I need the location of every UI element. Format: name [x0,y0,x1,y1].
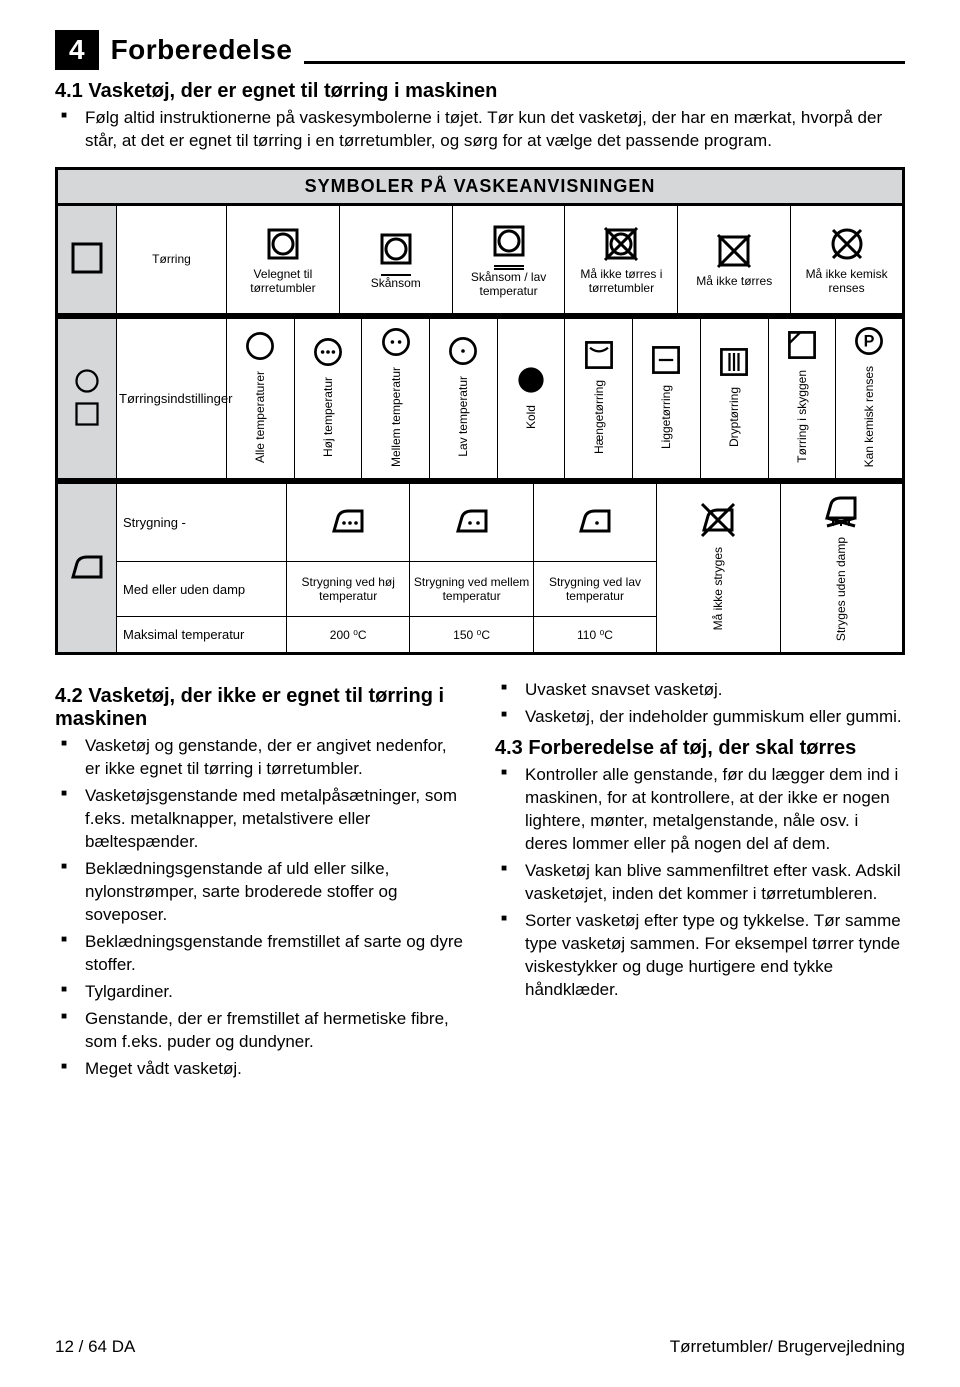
r1c4: Skånsom / lav temperatur [471,270,546,298]
r2v3: Mellem temperatur [389,363,403,471]
s42-li7: Meget vådt vasketøj. [55,1058,465,1081]
r1c2: Velegnet til tørretumbler [250,267,315,295]
section-4-2-right-list: Uvasket snavset vasketøj. Vasketøj, der … [495,679,905,729]
r2v9: Tørring i skyggen [795,366,809,467]
body-columns: 4.2 Vasketøj, der ikke er egnet til tørr… [55,677,905,1088]
r1c7: Må ikke kemisk renses [806,267,888,295]
r2v7: Liggetørring [659,381,673,453]
s42r-li2: Vasketøj, der indeholder gummiskum eller… [495,706,905,729]
drying-label: Tørring [117,204,227,314]
s42-li6: Genstande, der er fremstillet af hermeti… [55,1008,465,1054]
section-4-3-list: Kontroller alle genstande, før du lægger… [495,764,905,1001]
symbol-table-block: SYMBOLER PÅ VASKEANVISNINGEN Tørring Vel… [55,167,905,655]
footer-left: 12 / 64 DA [55,1337,135,1357]
s42r-li1: Uvasket snavset vasketøj. [495,679,905,702]
s43-li2: Vasketøj kan blive sammenfiltret efter v… [495,860,905,906]
symbol-row-settings: Tørringsindstillinger Alle temperaturer … [55,316,905,481]
r2v6: Hængetørring [592,376,606,458]
r3c2a: Strygning ved mellem temperatur [410,562,533,617]
s43-li3: Sorter vasketøj efter type og tykkelse. … [495,910,905,1002]
ironing-h2: Med eller uden damp [117,562,287,617]
r3c2b: 150 ⁰C [410,617,533,654]
ironing-h1: Strygning - [117,483,287,562]
right-column: Uvasket snavset vasketøj. Vasketøj, der … [495,677,905,1088]
section-4-2-heading: 4.2 Vasketøj, der ikke er egnet til tørr… [55,685,465,731]
section-4-2-list: Vasketøj og genstande, der er angivet ne… [55,735,465,1080]
r2v8: Dryptørring [727,383,741,451]
chapter-header: 4 Forberedelse [55,30,905,70]
r1c3: Skånsom [371,276,421,290]
section-4-3-heading: 4.3 Forberedelse af tøj, der skal tørres [495,737,905,760]
r3c1a: Strygning ved høj temperatur [287,562,410,617]
ironing-h3: Maksimal temperatur [117,617,287,654]
s42-li2: Vasketøjsgenstande med metalpåsætninger,… [55,785,465,854]
page-footer: 12 / 64 DA Tørretumbler/ Brugervejlednin… [55,1337,905,1357]
r2v4: Lav temperatur [456,372,470,461]
s42-li3: Beklædningsgenstande af uld eller silke,… [55,858,465,927]
s43-li1: Kontroller alle genstande, før du lægger… [495,764,905,856]
r1c5: Må ikke tørres i tørretumbler [580,267,662,295]
s42-li5: Tylgardiner. [55,981,465,1004]
r3c5: Stryges uden damp [834,533,848,645]
left-column: 4.2 Vasketøj, der ikke er egnet til tørr… [55,677,465,1088]
chapter-rule [304,30,905,64]
r2v1: Alle temperaturer [253,367,267,467]
r2v5: Kold [524,401,538,433]
chapter-title: Forberedelse [99,30,305,70]
s41-item: Følg altid instruktionerne på vaskesymbo… [55,107,905,153]
symbol-table-header: SYMBOLER PÅ VASKEANVISNINGEN [55,167,905,203]
r3c3b: 110 ⁰C [533,617,656,654]
r2v10: Kan kemisk renses [862,362,876,471]
section-4-1-heading: 4.1 Vasketøj, der er egnet til tørring i… [55,80,905,103]
chapter-number: 4 [55,30,99,70]
section-4-1-list: Følg altid instruktionerne på vaskesymbo… [55,107,905,153]
r3c4: Må ikke stryges [711,543,725,634]
r3c3a: Strygning ved lav temperatur [533,562,656,617]
r2v2: Høj temperatur [321,373,335,461]
symbol-row-ironing: Strygning - Må ikke stryges Stryges uden… [55,481,905,655]
settings-label: Tørringsindstillinger [117,317,227,479]
s42-li1: Vasketøj og genstande, der er angivet ne… [55,735,465,781]
r1c6: Må ikke tørres [696,274,772,288]
symbol-row-drying: Tørring Velegnet til tørretumbler Skånso… [55,203,905,316]
s42-li4: Beklædningsgenstande fremstillet af sart… [55,931,465,977]
r3c1b: 200 ⁰C [287,617,410,654]
footer-right: Tørretumbler/ Brugervejledning [670,1337,905,1357]
